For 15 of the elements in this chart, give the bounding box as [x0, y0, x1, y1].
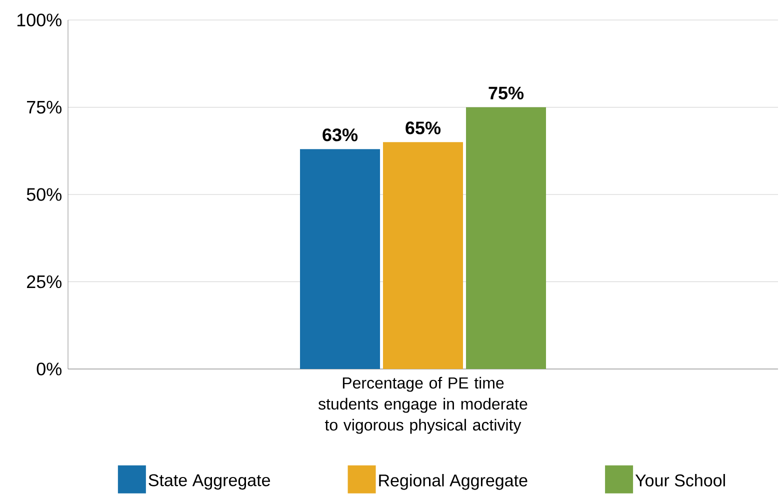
bar [300, 149, 380, 369]
y-tick-label: 100% [17, 14, 62, 26]
y-tick-label: 0% [36, 362, 62, 376]
y-tick-label: 50% [26, 188, 62, 201]
data-label: 65% [406, 122, 441, 134]
legend-label: Regional Aggregate [379, 474, 528, 490]
x-tick-label: Percentage of PE time students engage in moderate to vigorous physical activity [318, 376, 528, 434]
data-label: 75% [488, 86, 524, 100]
y-tick-label: 25% [27, 275, 62, 288]
legend-label: Your School [635, 474, 725, 486]
bar [466, 107, 546, 369]
bar [383, 142, 464, 369]
legend-label: State Aggregate [148, 474, 270, 490]
data-label: 63% [322, 128, 358, 142]
y-tick-label: 75% [27, 100, 62, 114]
